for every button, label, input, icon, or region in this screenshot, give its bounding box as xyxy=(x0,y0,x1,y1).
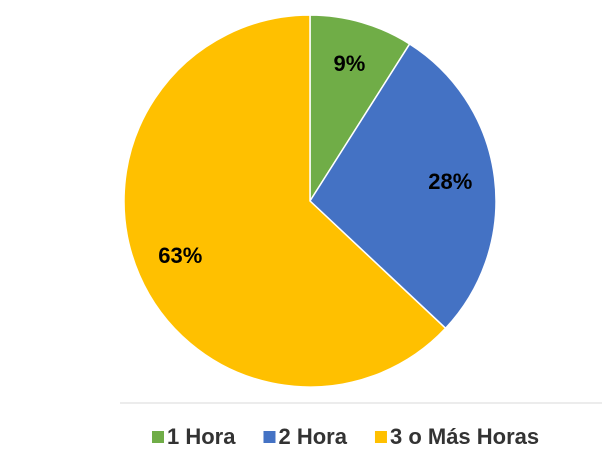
legend-swatch xyxy=(263,431,276,443)
pie-slice xyxy=(123,14,447,388)
legend-label: 1 Hora xyxy=(167,424,236,449)
legend-swatch xyxy=(152,431,164,443)
data-label: 9% xyxy=(334,51,366,76)
pie-slice xyxy=(309,14,411,204)
legend-label: 3 o Más Horas xyxy=(390,424,539,449)
legend-swatch xyxy=(374,431,387,443)
data-label: 28% xyxy=(428,169,472,194)
data-label: 63% xyxy=(158,243,202,268)
pie-slice xyxy=(309,42,497,330)
legend-label: 2 Hora xyxy=(278,424,347,449)
